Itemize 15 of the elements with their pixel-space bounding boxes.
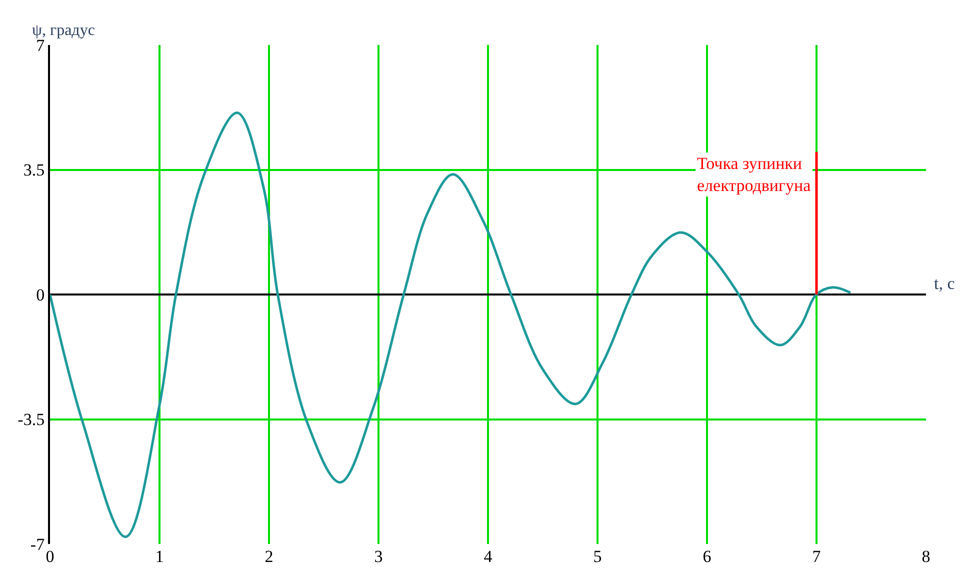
x-tick-label: 7 (812, 547, 822, 566)
x-tick-label: 3 (374, 547, 383, 566)
x-tick-label: 2 (264, 547, 274, 566)
x-tick-label: 4 (484, 547, 493, 566)
annotation: Точка зупинки електродвигуна (697, 154, 812, 196)
x-tick-label: 8 (922, 547, 930, 566)
x-tick-label: 1 (155, 547, 164, 566)
y-tick-label: 3.5 (23, 160, 45, 180)
x-axis-title: t, с (934, 274, 956, 293)
y-tick-label: -3.5 (18, 410, 45, 430)
y-tick-label: -7 (30, 534, 46, 554)
x-tick-label: 6 (702, 547, 712, 566)
line-series (50, 111, 852, 538)
x-tick-label: 5 (593, 547, 602, 566)
y-tick-label: 0 (36, 285, 45, 304)
